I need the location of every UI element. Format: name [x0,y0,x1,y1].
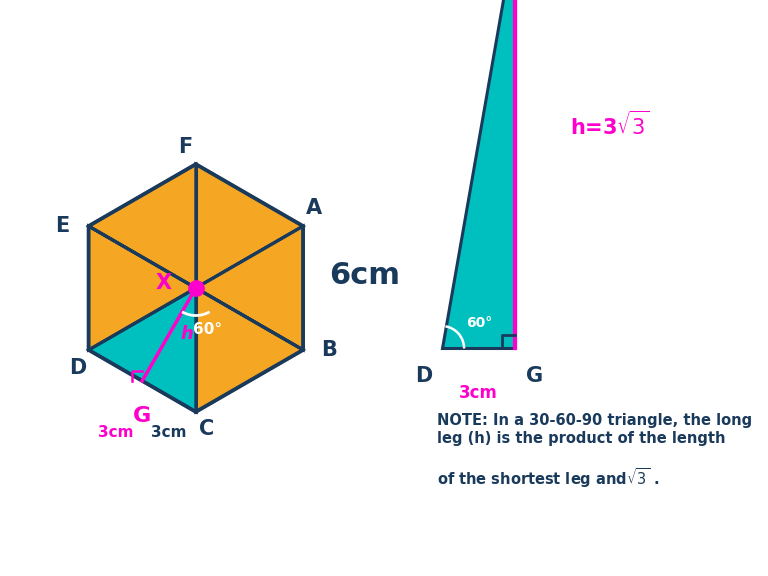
Text: 60°: 60° [466,316,493,331]
Polygon shape [196,164,303,288]
Polygon shape [88,288,196,412]
Polygon shape [196,226,303,350]
Polygon shape [88,164,196,288]
Polygon shape [196,288,303,412]
Text: 6cm: 6cm [329,262,401,290]
Polygon shape [88,226,196,350]
Text: F: F [177,137,192,157]
Text: E: E [55,216,69,236]
Text: C: C [199,419,214,439]
Text: D: D [69,358,86,377]
Text: G: G [526,366,543,386]
Text: B: B [322,340,337,360]
Text: 60°: 60° [194,323,223,338]
Text: h: h [180,325,194,343]
Text: 3cm: 3cm [458,385,498,403]
Text: A: A [306,199,322,218]
Text: X: X [156,273,172,293]
Polygon shape [442,0,515,348]
Text: of the shortest leg and$\sqrt{3}$ .: of the shortest leg and$\sqrt{3}$ . [436,467,659,490]
Text: 3cm: 3cm [98,426,133,441]
Text: h=3$\sqrt{3}$: h=3$\sqrt{3}$ [570,111,650,139]
Text: 3cm: 3cm [151,426,187,441]
Text: D: D [415,366,432,386]
Text: G: G [133,406,151,426]
Text: NOTE: In a 30-60-90 triangle, the long
leg (h) is the product of the length: NOTE: In a 30-60-90 triangle, the long l… [436,414,752,446]
